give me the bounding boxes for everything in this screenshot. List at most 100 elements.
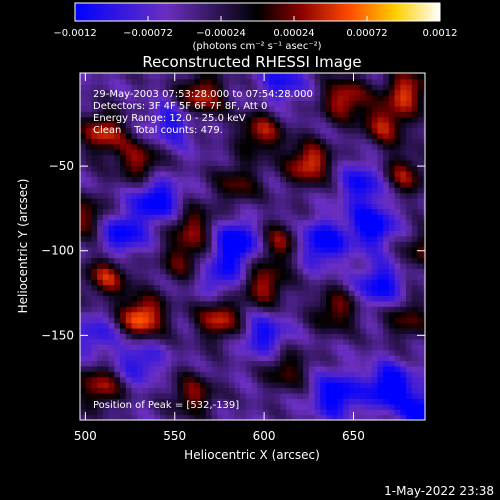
heatmap-cell [211, 84, 218, 91]
heatmap-cell [303, 132, 310, 139]
heatmap-cell [148, 371, 155, 378]
heatmap-cell [308, 89, 316, 96]
heatmap-cell [263, 327, 270, 334]
heatmap-cell [257, 100, 264, 107]
heatmap-cell [80, 192, 87, 199]
heatmap-cell [331, 95, 339, 102]
heatmap-cell [274, 192, 281, 199]
heatmap-cell [194, 241, 201, 248]
heatmap-cell [406, 116, 413, 123]
heatmap-cell [108, 170, 115, 177]
heatmap-cell [245, 100, 253, 107]
heatmap-cell [371, 360, 379, 367]
heatmap-cell [194, 360, 201, 367]
heatmap-cell [371, 73, 379, 80]
heatmap-cell [137, 392, 144, 399]
heatmap-cell [171, 360, 178, 367]
heatmap-cell [257, 235, 264, 242]
heatmap-cell [251, 344, 258, 351]
heatmap-cell [371, 317, 379, 324]
heatmap-cell [194, 219, 201, 226]
heatmap-cell [97, 246, 104, 253]
heatmap-cell [423, 127, 425, 134]
heatmap-cell [165, 284, 173, 291]
heatmap-cell [411, 176, 419, 183]
heatmap-cell [205, 338, 213, 345]
heatmap-cell [257, 246, 264, 253]
heatmap-cell [354, 138, 361, 145]
heatmap-cell [125, 203, 133, 210]
heatmap-cell [85, 181, 93, 188]
heatmap-cell [234, 382, 241, 389]
heatmap-cell [354, 371, 361, 378]
heatmap-cell [188, 311, 195, 318]
heatmap-cell [331, 160, 339, 167]
heatmap-cell [337, 300, 344, 307]
heatmap-cell [303, 360, 310, 367]
heatmap-cell [245, 355, 253, 362]
heatmap-cell [366, 355, 373, 362]
heatmap-cell [91, 170, 98, 177]
heatmap-cell [137, 89, 144, 96]
heatmap-cell [383, 116, 390, 123]
heatmap-cell [142, 95, 150, 102]
heatmap-cell [423, 138, 425, 145]
heatmap-cell [85, 203, 93, 210]
heatmap-cell [211, 100, 218, 107]
heatmap-cell [314, 149, 321, 156]
heatmap-cell [303, 333, 310, 340]
heatmap-cell [177, 360, 184, 367]
heatmap-cell [131, 160, 138, 167]
heatmap-cell [303, 311, 310, 318]
heatmap-cell [108, 398, 115, 405]
heatmap-cell [108, 322, 115, 329]
heatmap-cell [97, 122, 104, 129]
heatmap-cell [337, 344, 344, 351]
heatmap-cell [120, 338, 127, 345]
heatmap-cell [337, 100, 344, 107]
heatmap-cell [223, 192, 230, 199]
heatmap-cell [165, 208, 173, 215]
heatmap-cell [371, 170, 379, 177]
heatmap-cell [297, 84, 304, 91]
heatmap-cell [114, 214, 121, 221]
heatmap-cell [411, 333, 419, 340]
heatmap-cell [251, 111, 258, 118]
heatmap-cell [388, 105, 396, 112]
heatmap-cell [297, 122, 304, 129]
heatmap-cell [165, 257, 173, 264]
heatmap-cell [348, 154, 356, 161]
heatmap-cell [257, 89, 264, 96]
heatmap-cell [314, 111, 321, 118]
heatmap-cell [337, 116, 344, 123]
heatmap-cell [148, 203, 155, 210]
heatmap-cell [337, 414, 344, 420]
heatmap-cell [102, 414, 110, 420]
heatmap-cell [160, 300, 167, 307]
heatmap-cell [120, 414, 127, 420]
heatmap-cell [182, 116, 190, 123]
heatmap-cell [400, 387, 407, 394]
heatmap-cell [331, 387, 339, 394]
heatmap-cell [188, 252, 195, 259]
heatmap-cell [182, 149, 190, 156]
heatmap-cell [131, 371, 138, 378]
heatmap-cell [102, 273, 110, 280]
heatmap-cell [325, 246, 333, 253]
heatmap-cell [320, 392, 327, 399]
heatmap-cell [165, 262, 173, 269]
heatmap-cell [211, 257, 218, 264]
heatmap-cell [131, 84, 138, 91]
heatmap-cell [223, 403, 230, 410]
heatmap-cell [125, 208, 133, 215]
heatmap-cell [205, 317, 213, 324]
heatmap-cell [291, 317, 298, 324]
heatmap-cell [371, 414, 379, 420]
heatmap-cell [388, 306, 396, 313]
heatmap-cell [165, 295, 173, 302]
heatmap-cell [171, 284, 178, 291]
heatmap-cell [211, 181, 218, 188]
heatmap-cell [120, 187, 127, 194]
heatmap-cell [406, 333, 413, 340]
heatmap-cell [97, 127, 104, 134]
